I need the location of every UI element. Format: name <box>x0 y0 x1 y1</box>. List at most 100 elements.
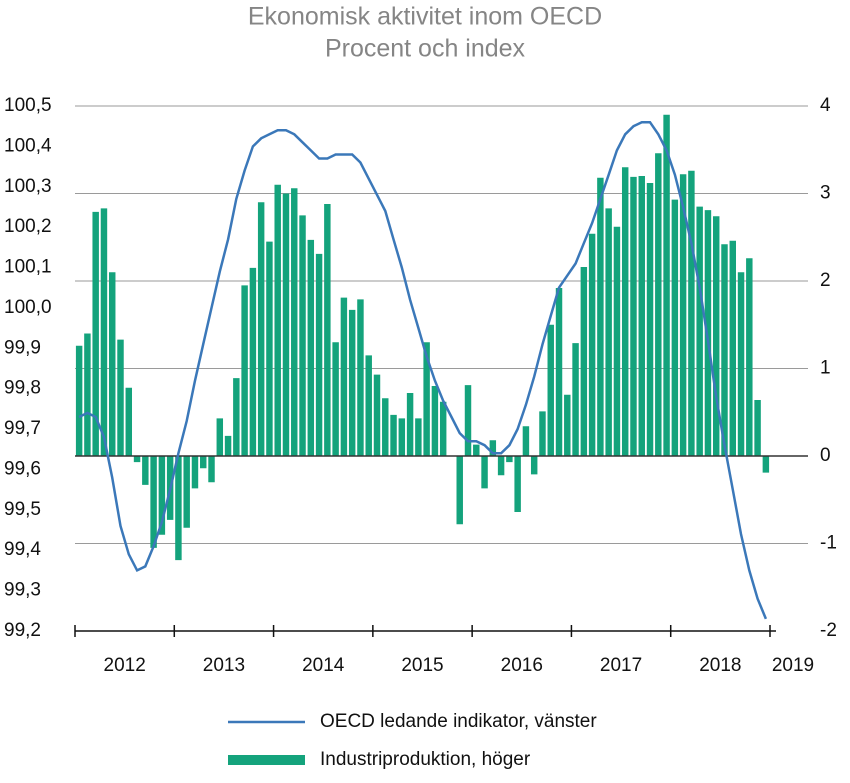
bar <box>324 204 331 456</box>
bar <box>84 333 91 456</box>
legend-label: Industriproduktion, höger <box>320 749 531 770</box>
bar <box>506 456 513 463</box>
bar <box>307 239 315 456</box>
bar <box>613 226 621 456</box>
bar <box>621 167 629 456</box>
bar <box>514 456 521 512</box>
bar <box>754 400 761 456</box>
y-tick-label: 100,4 <box>4 135 52 156</box>
bar <box>158 456 166 535</box>
y-tick-label: 100,2 <box>4 216 52 237</box>
line <box>78 120 768 620</box>
bar <box>233 378 240 456</box>
bar <box>75 345 83 456</box>
bar <box>100 208 108 456</box>
chart-subtitle: Procent och index <box>325 35 526 63</box>
bar <box>638 176 645 456</box>
bar <box>630 176 637 456</box>
y-tick-label: 99,6 <box>4 458 41 479</box>
x-tick-label: 2014 <box>302 655 345 676</box>
bar <box>564 394 571 456</box>
bar <box>522 426 530 456</box>
bar <box>464 385 472 456</box>
bar <box>282 193 290 456</box>
y2-tick-label: 2 <box>820 270 831 291</box>
bar <box>646 183 654 456</box>
bar <box>530 456 538 475</box>
bar <box>456 456 463 525</box>
bar <box>655 153 662 456</box>
bar <box>588 233 596 456</box>
bar <box>663 114 670 456</box>
bar <box>382 398 389 456</box>
y-tick-label: 100,0 <box>4 297 52 318</box>
bar <box>150 456 157 548</box>
bar <box>580 267 588 456</box>
y2-tick-label: -1 <box>820 533 837 554</box>
bar <box>671 199 679 456</box>
bar <box>423 342 430 456</box>
y-tick-label: 99,4 <box>4 539 41 560</box>
bar <box>473 444 480 456</box>
bar <box>332 342 339 456</box>
legend-swatch <box>228 755 305 765</box>
bar <box>175 456 182 561</box>
bar <box>762 456 770 473</box>
y2-tick-label: 1 <box>820 358 831 379</box>
bar <box>357 299 364 456</box>
bar <box>224 435 232 456</box>
y-tick-label: 99,2 <box>4 620 41 641</box>
bar <box>729 240 736 456</box>
bar <box>605 208 612 456</box>
x-tick-label: 2012 <box>104 655 146 676</box>
bar <box>431 386 439 456</box>
bar <box>216 418 224 456</box>
y2-tick-label: -2 <box>820 620 837 641</box>
bar <box>390 414 397 456</box>
bar <box>373 374 381 456</box>
bar <box>746 258 753 456</box>
bar <box>208 456 215 483</box>
bar <box>291 188 298 456</box>
x-tick-label: 2015 <box>401 655 443 676</box>
x-tick-label: 2017 <box>600 655 642 676</box>
bar <box>439 401 447 456</box>
bar <box>547 324 554 456</box>
bar <box>257 202 265 456</box>
bar <box>555 288 563 456</box>
bar <box>696 206 703 456</box>
bar <box>249 267 257 456</box>
y-tick-label: 99,7 <box>4 418 41 439</box>
x-tick-label: 2013 <box>203 655 245 676</box>
bar <box>133 456 141 463</box>
bar <box>142 456 149 485</box>
bar <box>497 456 505 476</box>
bar <box>365 355 372 456</box>
bar <box>406 393 414 456</box>
chart-title: Ekonomisk aktivitet inom OECD <box>248 3 602 31</box>
y-tick-label: 99,8 <box>4 378 41 399</box>
bar <box>241 285 248 456</box>
y-tick-label: 99,5 <box>4 499 41 520</box>
bar <box>117 339 124 456</box>
bar <box>539 411 546 456</box>
bar <box>109 272 116 456</box>
bar <box>92 211 99 456</box>
y-tick-label: 100,5 <box>4 95 52 116</box>
bar <box>572 343 579 456</box>
bar <box>183 456 190 528</box>
bar <box>348 309 356 456</box>
bar <box>712 216 720 456</box>
bar <box>597 177 604 456</box>
bar <box>688 170 695 456</box>
bar <box>274 184 281 456</box>
x-tick-label: 2018 <box>699 655 741 676</box>
bar <box>299 215 306 456</box>
bar <box>315 253 323 456</box>
bar <box>191 456 199 489</box>
bar <box>679 174 687 456</box>
y-tick-label: 99,9 <box>4 337 41 358</box>
x-tick-label: 2016 <box>501 655 543 676</box>
y2-tick-label: 3 <box>820 183 831 204</box>
